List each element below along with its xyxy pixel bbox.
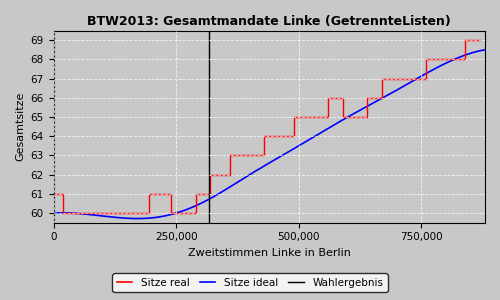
Sitze real bbox=[60, 211, 66, 215]
Sitze ideal bbox=[395, 88, 401, 91]
Sitze ideal bbox=[347, 114, 353, 117]
Sitze real bbox=[281, 134, 287, 138]
Sitze real bbox=[340, 115, 346, 119]
Sitze real bbox=[281, 134, 287, 138]
Sitze ideal bbox=[50, 211, 56, 215]
Line: Sitze real: Sitze real bbox=[54, 40, 480, 213]
Sitze real bbox=[423, 58, 429, 61]
Sitze real bbox=[423, 77, 429, 80]
Sitze real bbox=[262, 154, 268, 157]
Title: BTW2013: Gesamtmandate Linke (GetrennteListen): BTW2013: Gesamtmandate Linke (GetrennteL… bbox=[88, 15, 451, 28]
Sitze real bbox=[477, 38, 483, 42]
Sitze real bbox=[246, 154, 252, 157]
Sitze real bbox=[364, 115, 370, 119]
Sitze real bbox=[379, 96, 385, 100]
Sitze real bbox=[364, 96, 370, 100]
Sitze real bbox=[246, 154, 252, 157]
Sitze real bbox=[192, 211, 198, 215]
Sitze real bbox=[291, 115, 297, 119]
Sitze real bbox=[50, 192, 56, 196]
Sitze real bbox=[443, 58, 449, 61]
Sitze real bbox=[208, 192, 214, 196]
Sitze real bbox=[168, 211, 174, 215]
Sitze ideal bbox=[388, 92, 394, 95]
Sitze real bbox=[227, 173, 233, 176]
Sitze real bbox=[168, 192, 174, 196]
Sitze real bbox=[192, 192, 198, 196]
Sitze real bbox=[310, 115, 316, 119]
Sitze real bbox=[146, 192, 152, 196]
Sitze ideal bbox=[226, 186, 232, 190]
Sitze real bbox=[262, 134, 268, 138]
Sitze real bbox=[60, 192, 66, 196]
Sitze real bbox=[227, 154, 233, 157]
Y-axis label: Gesamtsitze: Gesamtsitze bbox=[15, 92, 25, 161]
Legend: Sitze real, Sitze ideal, Wahlergebnis: Sitze real, Sitze ideal, Wahlergebnis bbox=[112, 274, 388, 292]
Sitze real bbox=[462, 58, 468, 61]
Sitze ideal bbox=[94, 214, 100, 217]
Sitze ideal bbox=[241, 176, 247, 180]
X-axis label: Zweitstimmen Linke in Berlin: Zweitstimmen Linke in Berlin bbox=[188, 248, 350, 258]
Sitze real bbox=[291, 134, 297, 138]
Sitze real bbox=[146, 211, 152, 215]
Sitze real bbox=[310, 115, 316, 119]
Line: Sitze ideal: Sitze ideal bbox=[54, 50, 485, 219]
Sitze real bbox=[404, 77, 409, 80]
Sitze ideal bbox=[134, 217, 140, 220]
Sitze real bbox=[208, 173, 214, 176]
Sitze real bbox=[404, 77, 409, 80]
Sitze real bbox=[379, 77, 385, 80]
Sitze real bbox=[443, 58, 449, 61]
Sitze real bbox=[462, 38, 468, 42]
Sitze real bbox=[325, 96, 331, 100]
Sitze real bbox=[325, 115, 331, 119]
Sitze ideal bbox=[482, 48, 488, 52]
Sitze real bbox=[340, 96, 346, 100]
